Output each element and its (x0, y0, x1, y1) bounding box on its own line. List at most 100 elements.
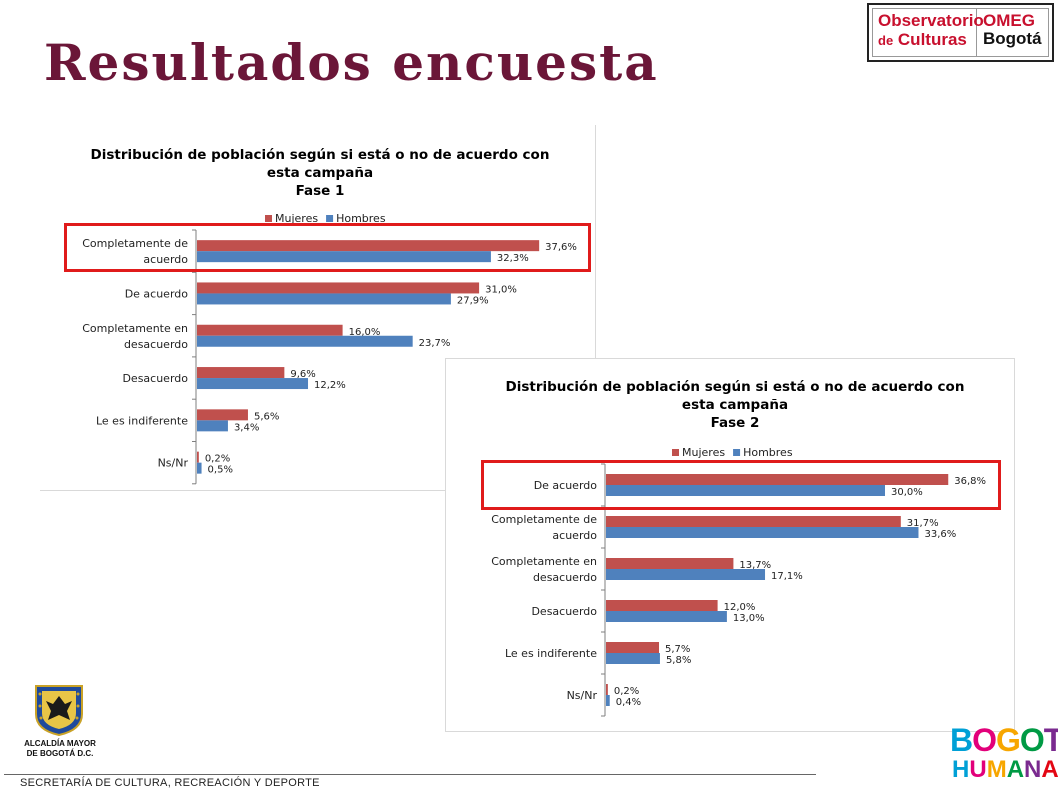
logo-omeg: OMEG (983, 11, 1035, 30)
bar-hombres (197, 335, 413, 347)
bar-mujeres (606, 600, 718, 611)
legend-swatch (733, 449, 741, 456)
bogota-humana-letter: T (1043, 722, 1058, 758)
legend-swatch (672, 449, 679, 456)
bar-hombres (606, 611, 727, 622)
data-label: 5,6% (254, 411, 279, 422)
legend-swatch (265, 215, 272, 222)
data-label: 3,4% (234, 422, 259, 433)
data-label: 13,0% (733, 613, 765, 624)
bogota-humana-letter: O (972, 722, 997, 758)
logo-line-culturas: Culturas (897, 30, 967, 49)
bogota-humana-letter: G (996, 722, 1021, 758)
bogota-humana-letter: B (950, 722, 973, 758)
data-label: 12,2% (314, 380, 346, 391)
category-label: Ns/Nr (567, 689, 598, 702)
bar-hombres (197, 420, 228, 432)
bar-hombres (606, 485, 885, 496)
bar-hombres (197, 462, 202, 474)
chart-fase-2-svg: Distribución de población según si está … (491, 379, 986, 717)
bogota-humana-logo: BOGOTÁ HUMANA (950, 722, 1058, 784)
chart-title-line: esta campaña (682, 397, 788, 413)
bar-mujeres (606, 474, 949, 485)
highlight-frame-fase-1 (64, 223, 591, 272)
legend-label: Mujeres (682, 446, 725, 459)
bar-mujeres (606, 558, 734, 569)
chart-title-line: Fase 2 (711, 415, 760, 431)
bar-mujeres (197, 409, 248, 421)
bogota-humana-letter: A (1041, 756, 1058, 783)
footer-text: SECRETARÍA DE CULTURA, RECREACIÓN Y DEPO… (20, 777, 320, 789)
category-label: Le es indiferente (96, 414, 188, 427)
legend-label: Hombres (743, 446, 793, 459)
bar-mujeres (606, 516, 901, 527)
bogota-humana-letter: U (969, 756, 987, 783)
bar-hombres (606, 653, 660, 664)
category-label: desacuerdo (533, 571, 597, 584)
category-label: Le es indiferente (505, 647, 597, 660)
data-label: 9,6% (290, 369, 315, 380)
bar-mujeres (197, 367, 285, 379)
category-label: Completamente de (491, 513, 597, 526)
data-label: 32,3% (497, 253, 529, 264)
logo-line-observatorio: Observatorio (878, 11, 984, 30)
alcaldia-label: ALCALDÍA MAYOR DE BOGOTÁ D.C. (20, 739, 100, 759)
chart-fase-1-svg: Distribución de población según si está … (82, 147, 577, 485)
footer-divider (4, 774, 816, 775)
bar-mujeres (197, 324, 343, 336)
bar-mujeres (606, 642, 660, 653)
chart-title-line: Distribución de población según si está … (506, 379, 965, 395)
legend-label: Hombres (336, 212, 386, 225)
bar-hombres (606, 569, 766, 580)
data-label: 5,8% (666, 655, 691, 666)
logo-bogota: Bogotá (983, 29, 1042, 48)
bar-mujeres (197, 451, 199, 463)
bar-hombres (197, 293, 451, 305)
chart-title-line: Fase 1 (296, 183, 345, 199)
logo-line-de: de (878, 33, 894, 48)
data-label: 37,6% (545, 242, 577, 253)
category-label: acuerdo (552, 529, 597, 542)
legend-label: Mujeres (275, 212, 318, 225)
data-label: 0,2% (205, 454, 230, 465)
data-label: 0,5% (208, 465, 233, 476)
category-label: Ns/Nr (158, 457, 189, 470)
bar-hombres (606, 527, 919, 538)
chart-fase-2: Distribución de población según si está … (445, 358, 1015, 732)
category-label: Desacuerdo (531, 605, 597, 618)
data-label: 23,7% (419, 338, 451, 349)
category-label: De acuerdo (534, 479, 598, 492)
data-label: 33,6% (924, 529, 956, 540)
bogota-humana-letter: N (1024, 756, 1042, 783)
data-label: 27,9% (457, 295, 489, 306)
category-label: Completamente en (82, 322, 188, 335)
data-label: 12,0% (724, 602, 756, 613)
data-label: 13,7% (739, 560, 771, 571)
bogota-coat-of-arms-icon (35, 685, 83, 736)
bogota-humana-letter: A (1006, 756, 1025, 783)
data-label: 0,4% (616, 697, 641, 708)
category-label: Completamente de (82, 237, 188, 250)
bar-mujeres (606, 684, 608, 695)
bar-hombres (606, 695, 610, 706)
data-label: 16,0% (349, 327, 381, 338)
bar-hombres (197, 378, 309, 390)
data-label: 36,8% (954, 476, 986, 487)
chart-title-line: Distribución de población según si está … (91, 147, 550, 163)
alcaldia-line-2: DE BOGOTÁ D.C. (26, 749, 94, 758)
bogota-humana-letter: O (1019, 722, 1045, 758)
chart-fase-1: Distribución de población según si está … (40, 125, 596, 491)
data-label: 0,2% (614, 686, 639, 697)
category-label: desacuerdo (124, 338, 188, 351)
legend-swatch (326, 215, 334, 222)
bogota-humana-letter: H (952, 756, 970, 783)
observatorio-culturas-logo: Observatorio de Culturas OMEG Bogotá (867, 3, 1054, 62)
data-label: 17,1% (771, 571, 803, 582)
data-label: 5,7% (665, 644, 690, 655)
highlight-frame-fase-2 (481, 460, 1001, 510)
bogota-humana-letter: M (986, 756, 1007, 783)
bogota-humana-line-2: HUMANA (952, 758, 1058, 782)
chart-title-line: esta campaña (267, 165, 373, 181)
bar-hombres (197, 251, 491, 263)
bar-mujeres (197, 282, 480, 294)
